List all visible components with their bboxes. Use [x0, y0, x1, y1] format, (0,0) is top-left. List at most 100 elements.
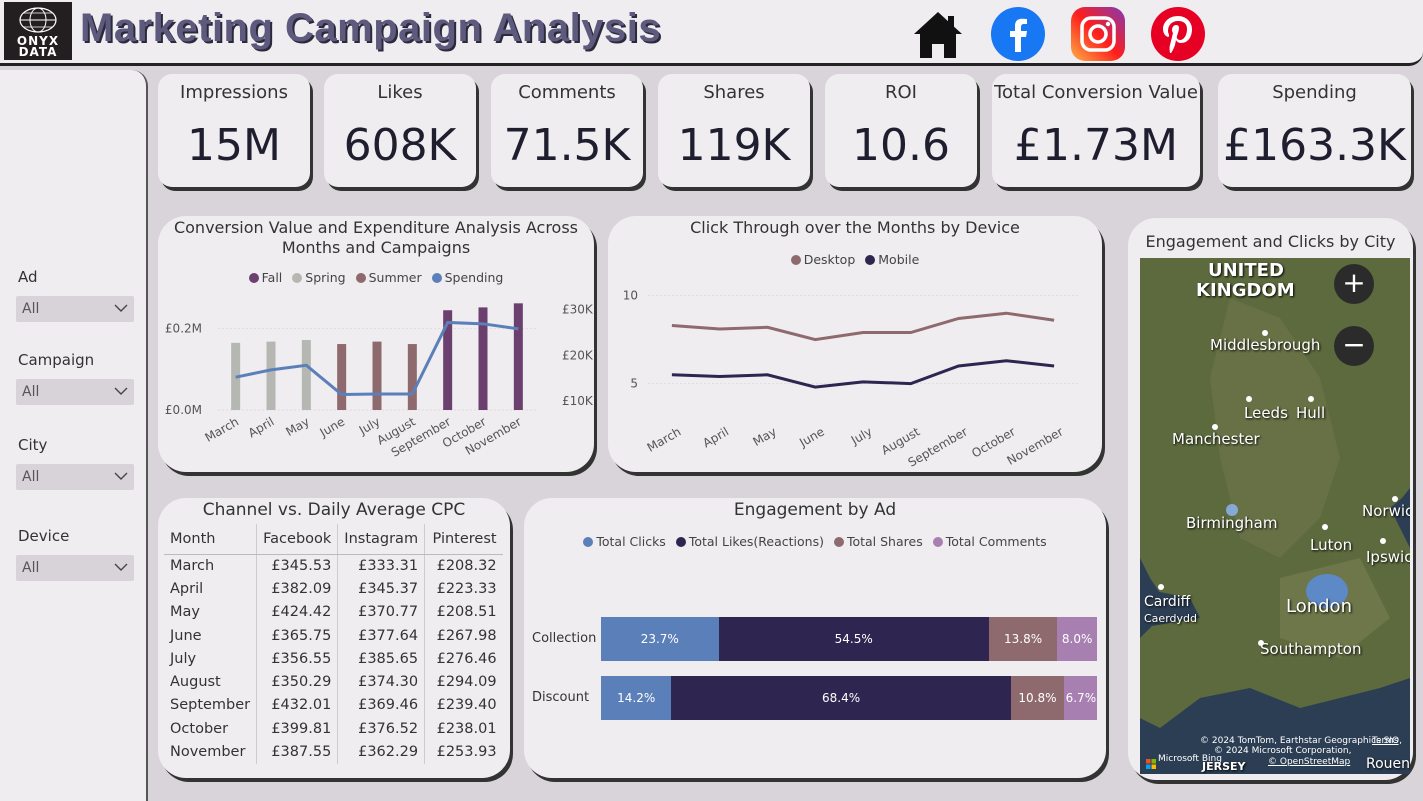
kpi-label: Shares	[703, 82, 765, 103]
legend-dot	[292, 273, 303, 283]
legend-item-mobile[interactable]: Mobile	[865, 252, 919, 267]
cpc-value-cell: £253.93	[424, 740, 503, 764]
stacked-segment[interactable]: 68.4%	[671, 676, 1011, 720]
pinterest-icon[interactable]	[1150, 6, 1206, 62]
cpc-value-cell: £239.40	[424, 693, 503, 718]
instagram-icon[interactable]	[1070, 6, 1126, 62]
city-label-jersey: JERSEY	[1202, 760, 1246, 773]
kpi-card-total-conversion-value: Total Conversion Value £1.73M	[992, 74, 1200, 187]
x-tick-label: July	[848, 424, 875, 447]
legend-item-total-clicks[interactable]: Total Clicks	[583, 534, 666, 549]
kpi-value: 119K	[677, 120, 791, 171]
map-attribution: © 2024 TomTom, Earthstar Geographics SIO…	[1200, 736, 1402, 746]
country-label: UNITED	[1208, 260, 1284, 281]
table-row[interactable]: October £399.81 £376.52 £238.01	[164, 717, 503, 741]
click-chart-legend: Desktop Mobile	[608, 252, 1102, 267]
column-header-facebook[interactable]: Facebook	[256, 524, 338, 555]
table-row[interactable]: April £382.09 £345.37 £223.33	[164, 577, 503, 601]
stacked-segment[interactable]: 13.8%	[988, 617, 1058, 661]
series-line-mobile[interactable]	[671, 359, 1055, 389]
legend-item-summer[interactable]: Summer	[355, 270, 422, 285]
y-left-tick-label: £0.2M	[165, 322, 202, 336]
legend-item-total-likes[interactable]: Total Likes(Reactions)	[675, 534, 824, 549]
table-row[interactable]: August £350.29 £374.30 £294.09	[164, 670, 503, 694]
cpc-value-cell: £382.09	[256, 577, 338, 601]
zoom-in-button[interactable]: +	[1334, 264, 1374, 304]
kpi-value: 71.5K	[503, 120, 631, 171]
column-header-month[interactable]: Month	[164, 524, 257, 555]
conversion-bar[interactable]	[478, 307, 488, 410]
city-filter-dropdown[interactable]: All	[16, 464, 134, 490]
cpc-value-cell: £369.46	[337, 693, 425, 718]
kpi-card-spending: Spending £163.3K	[1218, 74, 1411, 187]
city-label-london: London	[1286, 596, 1352, 617]
legend-dot	[583, 537, 594, 547]
birmingham-data-bubble[interactable]	[1226, 504, 1238, 516]
zoom-out-button[interactable]: −	[1334, 326, 1374, 366]
table-header-row: Month Facebook Instagram Pinterest	[164, 524, 503, 555]
table-row[interactable]: June £365.75 £377.64 £267.98	[164, 623, 503, 648]
stacked-segment[interactable]: 6.7%	[1064, 676, 1098, 720]
table-row[interactable]: November £387.55 £362.29 £253.93	[164, 740, 503, 764]
facebook-icon[interactable]	[990, 6, 1046, 62]
column-header-instagram[interactable]: Instagram	[337, 524, 425, 555]
stacked-segment[interactable]: 10.8%	[1010, 676, 1065, 720]
ad-filter-value: All	[22, 301, 40, 317]
conversion-bar[interactable]	[372, 341, 382, 410]
city-dot	[1158, 584, 1164, 590]
home-icon[interactable]	[910, 6, 966, 62]
city-map[interactable]: UNITED KINGDOM Middlesbrough Leeds Hull …	[1140, 258, 1410, 774]
table-row[interactable]: May £424.42 £370.77 £208.51	[164, 600, 503, 624]
cpc-value-cell: £399.81	[256, 717, 338, 741]
conversion-bar[interactable]	[443, 310, 453, 410]
stacked-segment[interactable]: 8.0%	[1057, 617, 1097, 661]
legend-dot	[833, 537, 844, 547]
cpc-value-cell: £238.01	[424, 717, 503, 741]
legend-item-total-shares[interactable]: Total Shares	[833, 534, 923, 549]
london-data-bubble[interactable]	[1306, 574, 1348, 608]
kpi-card-likes: Likes 608K	[324, 74, 476, 187]
stacked-segment[interactable]: 23.7%	[601, 617, 719, 661]
conversion-bar[interactable]	[513, 303, 523, 410]
conversion-bar[interactable]	[266, 341, 276, 410]
map-terms-link[interactable]: Terms	[1372, 736, 1399, 746]
stacked-segment[interactable]: 54.5%	[718, 617, 989, 661]
device-filter-dropdown[interactable]: All	[16, 555, 134, 581]
cpc-value-cell: £345.53	[256, 554, 338, 578]
kpi-label: Spending	[1272, 82, 1357, 103]
conversion-bar[interactable]	[337, 344, 347, 410]
legend-item-spring[interactable]: Spring	[292, 270, 346, 285]
openstreetmap-link[interactable]: © OpenStreetMap	[1268, 757, 1351, 767]
legend-item-total-comments[interactable]: Total Comments	[932, 534, 1047, 549]
chart-title: Click Through over the Months by Device	[690, 218, 1020, 237]
kpi-value: 15M	[187, 120, 281, 171]
ad-filter-dropdown[interactable]: All	[16, 296, 134, 322]
chart-title-line2: Months and Campaigns	[281, 238, 471, 257]
table-row[interactable]: March £345.53 £333.31 £208.32	[164, 554, 503, 578]
microsoft-logo-icon	[1146, 754, 1156, 773]
kpi-label: Comments	[518, 82, 616, 103]
chart-title-line1: Conversion Value and Expenditure Analysi…	[173, 218, 579, 237]
column-header-pinterest[interactable]: Pinterest	[424, 524, 503, 555]
logo-text-line1: ONYX	[16, 34, 60, 48]
legend-item-spending[interactable]: Spending	[431, 270, 503, 285]
spending-line[interactable]	[235, 320, 519, 397]
conversion-bar[interactable]	[407, 344, 417, 410]
table-row[interactable]: September £432.01 £369.46 £239.40	[164, 693, 503, 718]
engagement-chart-legend: Total Clicks Total Likes(Reactions) Tota…	[524, 534, 1106, 549]
click-through-card: Click Through over the Months by Device …	[608, 216, 1102, 472]
table-row[interactable]: July £356.55 £385.65 £276.46	[164, 647, 503, 671]
conversion-bar[interactable]	[301, 339, 311, 410]
cpc-table-card: Channel vs. Daily Average CPC Month Face…	[158, 498, 510, 778]
chart-title: Engagement by Ad	[733, 500, 897, 520]
y-right-tick-label: £10K	[562, 394, 594, 408]
x-tick-label: June	[317, 414, 348, 440]
kpi-value: £1.73M	[1014, 120, 1178, 171]
kpi-value: 608K	[343, 120, 457, 171]
legend-item-desktop[interactable]: Desktop	[790, 252, 855, 267]
campaign-filter-dropdown[interactable]: All	[16, 379, 134, 405]
stacked-segment[interactable]: 14.2%	[601, 676, 672, 720]
kpi-label: Likes	[377, 82, 423, 103]
series-line-desktop[interactable]	[671, 311, 1055, 342]
legend-item-fall[interactable]: Fall	[248, 270, 282, 285]
